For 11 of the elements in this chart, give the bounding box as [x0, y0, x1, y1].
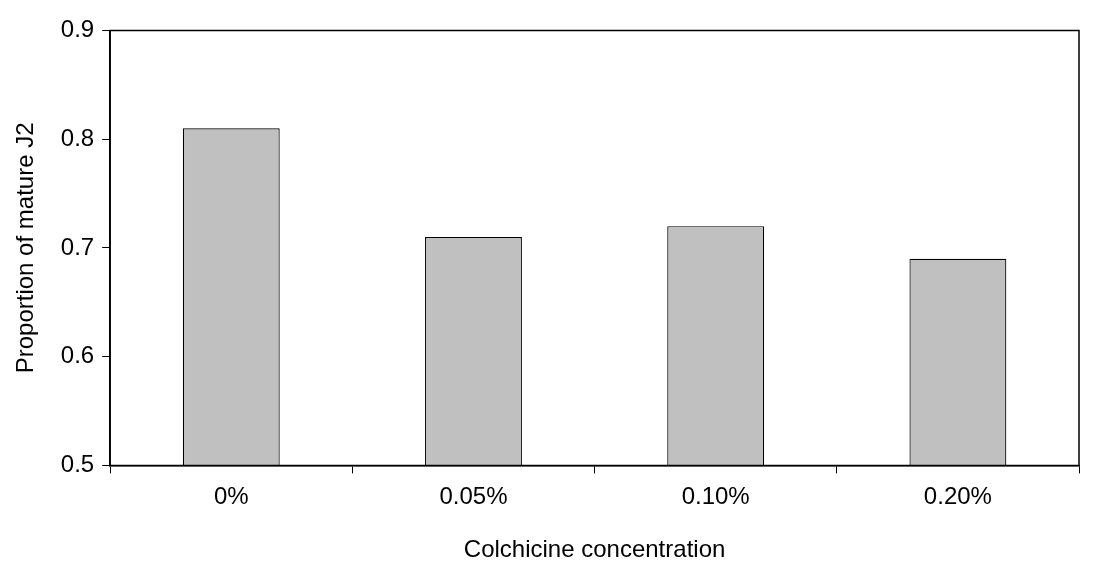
y-tick-label: 0.5: [60, 450, 95, 478]
x-axis-title: Colchicine concentration: [463, 535, 726, 563]
y-tick-label: 0.8: [60, 123, 95, 151]
y-axis-title: Proportion of mature J2: [11, 122, 39, 374]
y-tick-label: 0.7: [60, 232, 95, 260]
y-tick-label: 0.6: [60, 341, 95, 369]
x-tick-label: 0.10%: [681, 482, 750, 510]
x-tick-label: 0%: [213, 482, 249, 510]
x-tick-label: 0.20%: [923, 482, 992, 510]
y-tick-label: 0.9: [60, 15, 95, 43]
x-tick-label: 0.05%: [439, 482, 508, 510]
